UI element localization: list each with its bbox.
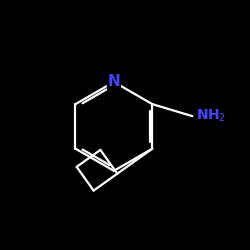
Text: N: N: [108, 74, 120, 90]
Text: NH$_2$: NH$_2$: [196, 108, 227, 124]
